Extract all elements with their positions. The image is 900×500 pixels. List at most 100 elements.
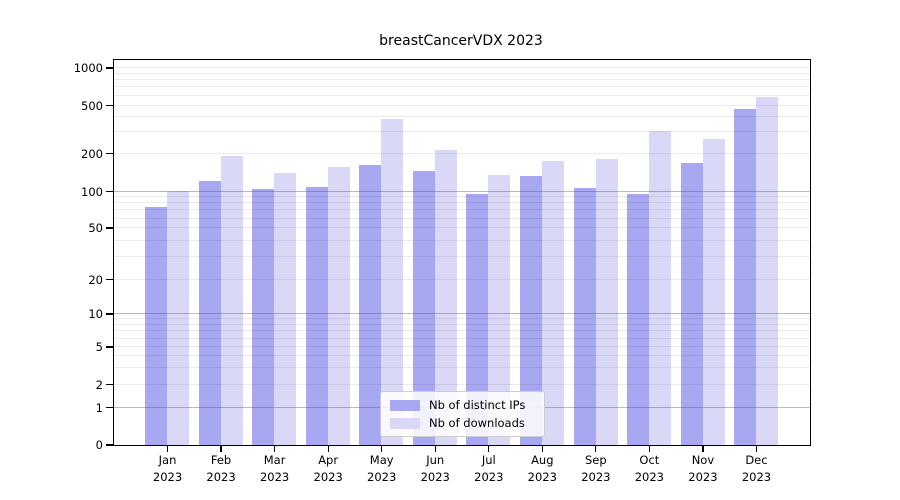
gridline-500 bbox=[113, 104, 811, 106]
y-tick-mark-100 bbox=[106, 190, 113, 193]
y-tick-label-200: 200 bbox=[81, 146, 103, 161]
y-tick-label-0: 0 bbox=[95, 438, 103, 452]
y-tick-label-500: 500 bbox=[81, 98, 103, 113]
x-label-month: Oct bbox=[639, 453, 660, 467]
bar-distinct-ips-oct bbox=[627, 193, 650, 445]
x-tick-label-sep: Sep 2023 bbox=[564, 452, 628, 485]
gridline-3 bbox=[113, 367, 811, 369]
chart-title: breastCancerVDX 2023 bbox=[379, 33, 543, 49]
bar-distinct-ips-jul bbox=[466, 194, 489, 445]
gridline-900 bbox=[113, 72, 811, 74]
x-label-year: 2023 bbox=[259, 469, 290, 484]
x-tick-label-apr: Apr 2023 bbox=[296, 452, 360, 485]
legend-item-downloads: Nb of downloads bbox=[390, 416, 544, 430]
gridline-9 bbox=[113, 318, 811, 320]
gridline-200 bbox=[113, 152, 811, 154]
bar-distinct-ips-may bbox=[359, 165, 382, 445]
x-tick-mark-aug bbox=[541, 446, 543, 452]
gridline-600 bbox=[113, 94, 811, 96]
gridline-40 bbox=[113, 239, 811, 241]
x-label-year: 2023 bbox=[206, 469, 236, 484]
gridline-1000 bbox=[113, 67, 811, 69]
y-tick-mark-20 bbox=[106, 278, 113, 281]
gridline-10 bbox=[113, 313, 811, 315]
gridline-60 bbox=[113, 217, 811, 219]
gridline-300 bbox=[113, 131, 811, 133]
bar-distinct-ips-jun bbox=[412, 171, 435, 445]
gridline-2 bbox=[113, 383, 811, 385]
bar-distinct-ips-aug bbox=[519, 175, 542, 445]
gridline-4 bbox=[113, 355, 811, 357]
x-label-year: 2023 bbox=[152, 469, 183, 484]
bar-downloads-apr bbox=[327, 167, 350, 445]
x-tick-label-jan: Jan 2023 bbox=[136, 452, 200, 485]
y-tick-label-50: 50 bbox=[88, 221, 103, 235]
bar-distinct-ips-feb bbox=[198, 181, 221, 445]
x-label-year: 2023 bbox=[367, 469, 397, 484]
y-tick-label-20: 20 bbox=[88, 272, 103, 287]
x-label-month: Aug bbox=[531, 453, 554, 467]
y-tick-label-100: 100 bbox=[81, 184, 103, 199]
y-tick-mark-50 bbox=[106, 227, 113, 229]
y-tick-label-5: 5 bbox=[95, 340, 103, 354]
y-tick-mark-200 bbox=[106, 152, 113, 155]
x-label-month: May bbox=[369, 453, 394, 467]
x-tick-label-nov: Nov 2023 bbox=[671, 452, 735, 485]
x-tick-label-dec: Dec 2023 bbox=[724, 452, 788, 485]
gridline-50 bbox=[113, 227, 811, 229]
x-tick-mark-may bbox=[381, 446, 383, 452]
bar-downloads-mar bbox=[274, 172, 297, 445]
gridline-400 bbox=[113, 116, 811, 118]
y-tick-mark-500 bbox=[106, 104, 113, 107]
gridline-20 bbox=[113, 278, 811, 280]
x-tick-label-jul: Jul 2023 bbox=[457, 452, 521, 485]
x-tick-label-may: May 2023 bbox=[350, 452, 414, 485]
bar-downloads-feb bbox=[220, 155, 243, 445]
x-tick-mark-apr bbox=[327, 446, 329, 452]
gridline-90 bbox=[113, 196, 811, 198]
y-tick-mark-5 bbox=[106, 346, 113, 348]
y-tick-label-1: 1 bbox=[95, 400, 103, 415]
x-tick-label-aug: Aug 2023 bbox=[510, 452, 574, 485]
bar-distinct-ips-nov bbox=[680, 163, 703, 445]
x-label-year: 2023 bbox=[741, 469, 772, 484]
x-label-month: Feb bbox=[210, 453, 232, 467]
legend-label-distinct-ips: Nb of distinct IPs bbox=[429, 398, 526, 412]
bar-downloads-aug bbox=[541, 161, 564, 445]
x-tick-mark-nov bbox=[702, 446, 704, 452]
bar-downloads-jul bbox=[488, 175, 511, 445]
gridline-80 bbox=[113, 202, 811, 204]
gridline-800 bbox=[113, 79, 811, 81]
gridline-100 bbox=[113, 190, 811, 192]
x-label-month: Nov bbox=[691, 453, 715, 467]
plot-area bbox=[112, 59, 812, 447]
x-tick-mark-mar bbox=[273, 446, 276, 452]
bar-downloads-oct bbox=[649, 130, 672, 445]
x-label-year: 2023 bbox=[474, 469, 504, 484]
gridline-5 bbox=[113, 346, 811, 348]
gridline-70 bbox=[113, 209, 811, 211]
x-label-month: Dec bbox=[745, 453, 768, 467]
x-tick-mark-jul bbox=[488, 446, 490, 452]
x-label-year: 2023 bbox=[313, 469, 343, 484]
bar-downloads-dec bbox=[756, 97, 779, 445]
bar-distinct-ips-apr bbox=[305, 186, 328, 445]
y-tick-mark-0 bbox=[106, 444, 113, 446]
x-label-month: Jan bbox=[158, 453, 177, 467]
x-tick-mark-dec bbox=[755, 446, 758, 452]
gridline-30 bbox=[113, 255, 811, 257]
x-tick-mark-jan bbox=[166, 446, 169, 452]
y-tick-mark-1 bbox=[106, 406, 113, 409]
x-tick-mark-sep bbox=[595, 446, 597, 452]
x-tick-mark-oct bbox=[648, 446, 651, 452]
x-label-month: Apr bbox=[318, 453, 339, 467]
legend: Nb of distinct IPs Nb of downloads bbox=[380, 391, 545, 437]
bar-downloads-jun bbox=[434, 149, 457, 445]
x-tick-label-oct: Oct 2023 bbox=[617, 452, 681, 485]
gridline-700 bbox=[113, 86, 811, 88]
legend-swatch-distinct-ips bbox=[390, 399, 420, 411]
bar-distinct-ips-mar bbox=[252, 189, 275, 445]
y-tick-label-10: 10 bbox=[88, 307, 103, 321]
gridline-7 bbox=[113, 330, 811, 332]
